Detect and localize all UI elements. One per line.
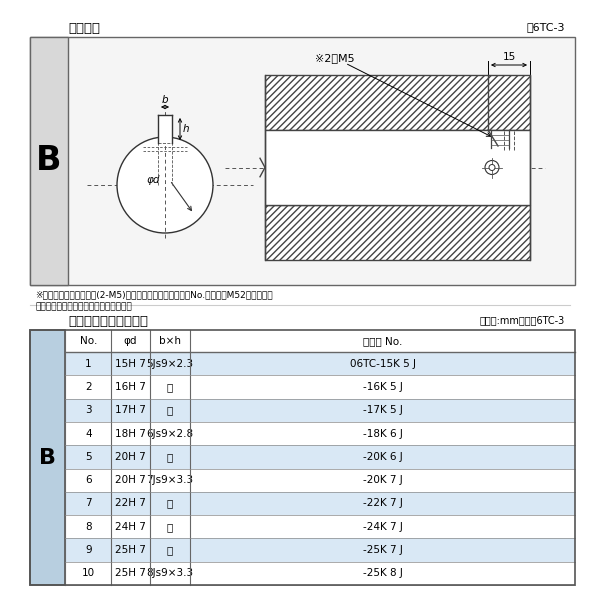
Circle shape <box>117 137 213 233</box>
Text: 25H 7: 25H 7 <box>115 568 146 578</box>
Circle shape <box>489 164 495 170</box>
Bar <box>65 376 575 398</box>
Text: 1: 1 <box>85 359 92 368</box>
Text: 8Js9×3.3: 8Js9×3.3 <box>146 568 193 578</box>
Bar <box>30 37 68 285</box>
Text: 15: 15 <box>502 52 515 62</box>
Text: -18K 6 J: -18K 6 J <box>362 428 403 439</box>
Bar <box>65 515 575 538</box>
Text: 7Js9×3.3: 7Js9×3.3 <box>146 475 193 485</box>
Text: h: h <box>183 124 190 134</box>
Text: 22H 7: 22H 7 <box>115 499 146 508</box>
Text: φd: φd <box>146 175 160 185</box>
Text: 軸穴形状コード一覧表: 軸穴形状コード一覧表 <box>68 315 148 328</box>
Text: 8: 8 <box>85 522 92 532</box>
Bar <box>30 330 65 585</box>
Bar <box>65 492 575 515</box>
Text: ※2－M5: ※2－M5 <box>315 53 355 63</box>
Bar <box>265 205 530 260</box>
Text: 4: 4 <box>85 428 92 439</box>
Text: 15H 7: 15H 7 <box>115 359 146 368</box>
Text: 20H 7: 20H 7 <box>115 452 146 462</box>
Text: -20K 6 J: -20K 6 J <box>363 452 403 462</box>
Text: 〃: 〃 <box>167 452 173 462</box>
Bar <box>65 398 575 422</box>
Text: 5Js9×2.3: 5Js9×2.3 <box>146 359 193 368</box>
Text: 7: 7 <box>85 499 92 508</box>
Circle shape <box>485 160 499 175</box>
Bar <box>65 422 575 445</box>
Text: 18H 7: 18H 7 <box>115 428 146 439</box>
Text: -16K 5 J: -16K 5 J <box>362 382 403 392</box>
Text: B: B <box>39 448 56 467</box>
Text: 5: 5 <box>85 452 92 462</box>
Text: 9: 9 <box>85 545 92 555</box>
Bar <box>65 445 575 469</box>
Text: 〃: 〃 <box>167 499 173 508</box>
Text: 6: 6 <box>85 475 92 485</box>
Text: -17K 5 J: -17K 5 J <box>362 405 403 415</box>
Text: 図6TC-3: 図6TC-3 <box>527 22 565 32</box>
Text: （セットボルトは付属されています。）: （セットボルトは付属されています。） <box>35 302 132 311</box>
Text: 〃: 〃 <box>167 545 173 555</box>
Text: 〃: 〃 <box>167 405 173 415</box>
Text: -24K 7 J: -24K 7 J <box>362 522 403 532</box>
Text: コード No.: コード No. <box>363 336 403 346</box>
Text: -22K 7 J: -22K 7 J <box>362 499 403 508</box>
Text: 24H 7: 24H 7 <box>115 522 146 532</box>
Text: ※セットボルト用タップ(2-M5)が必要な場合は右記コードNo.の末尾にM52を付ける。: ※セットボルト用タップ(2-M5)が必要な場合は右記コードNo.の末尾にM52を… <box>35 290 272 299</box>
Text: -25K 7 J: -25K 7 J <box>362 545 403 555</box>
Text: B: B <box>36 145 62 178</box>
Text: 〃: 〃 <box>167 522 173 532</box>
Text: 16H 7: 16H 7 <box>115 382 146 392</box>
Text: b×h: b×h <box>159 336 181 346</box>
Bar <box>30 330 575 585</box>
Bar <box>65 538 575 562</box>
Bar <box>265 75 530 130</box>
Text: （単位:mm）　表6TC-3: （単位:mm） 表6TC-3 <box>480 315 565 325</box>
Text: 20H 7: 20H 7 <box>115 475 146 485</box>
Bar <box>65 330 575 352</box>
Text: 軸穴形状: 軸穴形状 <box>68 22 100 35</box>
Text: b: b <box>161 95 169 105</box>
Bar <box>30 37 575 285</box>
Bar <box>265 130 530 205</box>
Text: No.: No. <box>80 336 97 346</box>
Text: 〃: 〃 <box>167 382 173 392</box>
Text: 06TC-15K 5 J: 06TC-15K 5 J <box>350 359 416 368</box>
Bar <box>65 469 575 492</box>
Text: 3: 3 <box>85 405 92 415</box>
Text: 10: 10 <box>82 568 95 578</box>
Text: 2: 2 <box>85 382 92 392</box>
Text: 25H 7: 25H 7 <box>115 545 146 555</box>
Bar <box>65 562 575 585</box>
Text: -20K 7 J: -20K 7 J <box>363 475 403 485</box>
Bar <box>65 352 575 376</box>
Text: -25K 8 J: -25K 8 J <box>362 568 403 578</box>
Text: φd: φd <box>124 336 137 346</box>
Bar <box>158 115 172 143</box>
Text: 17H 7: 17H 7 <box>115 405 146 415</box>
Text: 6Js9×2.8: 6Js9×2.8 <box>146 428 193 439</box>
